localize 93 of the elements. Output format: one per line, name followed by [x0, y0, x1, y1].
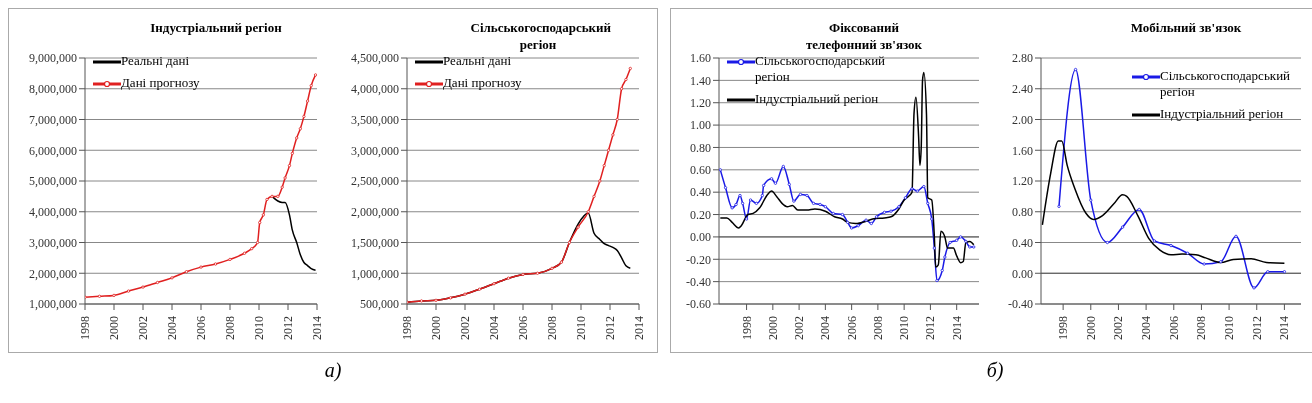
y-tick-label: 0.40 — [690, 185, 711, 200]
y-tick-label: 2,000,000 — [29, 266, 77, 281]
y-tick-label: 1,500,000 — [351, 235, 399, 250]
line-series — [719, 71, 975, 268]
y-tick-label: 0.00 — [1012, 266, 1033, 281]
x-tick-label: 2004 — [487, 316, 501, 340]
y-tick-label: 0.40 — [1012, 235, 1033, 250]
legend-label: Індустріальний регіон — [755, 91, 879, 107]
legend-label: Реальні дані — [443, 53, 512, 69]
x-tick-label: 2004 — [1139, 316, 1154, 340]
x-tick-label: 2006 — [1166, 316, 1181, 340]
y-tick-label: -0.20 — [686, 252, 711, 267]
y-tick-label: 1.60 — [690, 51, 711, 66]
x-tick-label: 2012 — [603, 316, 617, 340]
x-tick-label: 2000 — [107, 316, 121, 340]
y-tick-label: 0.60 — [690, 163, 711, 178]
y-tick-label: 3,500,000 — [351, 112, 399, 127]
y-tick-label: 2.40 — [1012, 82, 1033, 97]
y-tick-label: 2,000,000 — [351, 205, 399, 220]
x-tick-label: 2012 — [923, 316, 938, 340]
x-tick-label: 2014 — [1277, 316, 1292, 340]
x-tick-label: 2014 — [949, 316, 964, 340]
y-tick-label: 1.20 — [690, 95, 711, 110]
y-tick-label: -0.40 — [1008, 297, 1033, 312]
y-tick-label: 6,000,000 — [29, 143, 77, 158]
x-tick-label: 2000 — [1083, 316, 1098, 340]
x-tick-label: 2010 — [897, 316, 912, 340]
x-tick-label: 2006 — [844, 316, 859, 340]
y-tick-label: 0.80 — [690, 140, 711, 155]
x-tick-label: 2008 — [223, 316, 237, 340]
y-tick-label: 0.20 — [690, 207, 711, 222]
y-tick-label: 7,000,000 — [29, 112, 77, 127]
x-tick-label: 2010 — [574, 316, 588, 340]
y-tick-label: 5,000,000 — [29, 174, 77, 189]
y-tick-label: 0.00 — [690, 230, 711, 245]
text: б) — [986, 359, 1004, 382]
x-tick-label: 2000 — [429, 316, 443, 340]
line-series — [1041, 140, 1286, 265]
x-tick-label: 2006 — [516, 316, 530, 340]
x-tick-label: 2008 — [870, 316, 885, 340]
y-tick-label: 2.80 — [1012, 51, 1033, 66]
y-tick-label: 3,000,000 — [351, 143, 399, 158]
y-tick-label: 3,000,000 — [29, 235, 77, 250]
y-tick-label: 2.00 — [1012, 112, 1033, 127]
x-tick-label: 2002 — [458, 316, 472, 340]
x-tick-label: 2002 — [792, 316, 807, 340]
x-tick-label: 2004 — [818, 316, 833, 340]
y-tick-label: 2,500,000 — [351, 174, 399, 189]
y-tick-label: -0.60 — [686, 297, 711, 312]
legend-label: Сільськогосподарський регіон — [755, 53, 887, 85]
y-tick-label: 1.60 — [1012, 143, 1033, 158]
x-tick-label: 1998 — [400, 316, 414, 340]
x-tick-label: 2010 — [1222, 316, 1237, 340]
x-tick-label: 2002 — [1111, 316, 1126, 340]
y-tick-label: 1.00 — [690, 118, 711, 133]
y-tick-label: 1,000,000 — [29, 297, 77, 312]
x-tick-label: 1998 — [78, 316, 92, 340]
legend-label: Індустріальний регіон — [1160, 106, 1284, 122]
y-tick-label: 0.80 — [1012, 205, 1033, 220]
chart-title: Фіксований телефонний зв'язок — [790, 19, 938, 53]
x-tick-label: 2008 — [545, 316, 559, 340]
chart-title: Індустріальний регіон — [144, 19, 288, 36]
y-tick-label: 4,000,000 — [29, 205, 77, 220]
line-series — [271, 195, 317, 271]
x-tick-label: 2006 — [194, 316, 208, 340]
x-tick-label: 2002 — [136, 316, 150, 340]
y-tick-label: 500,000 — [360, 297, 399, 312]
text: а) — [324, 359, 342, 382]
y-tick-label: 1,000,000 — [351, 266, 399, 281]
chart-title: Сільськогосподарський регіон — [464, 19, 612, 53]
y-tick-label: 8,000,000 — [29, 82, 77, 97]
x-tick-label: 2012 — [281, 316, 295, 340]
x-tick-label: 1998 — [739, 316, 754, 340]
y-tick-label: 9,000,000 — [29, 51, 77, 66]
chart-title: Мобільний зв'язок — [1124, 19, 1248, 36]
line-series — [85, 73, 317, 299]
legend-label: Дані прогнозу — [121, 75, 200, 91]
x-tick-label: 2008 — [1194, 316, 1209, 340]
x-tick-label: 1998 — [1056, 316, 1071, 340]
x-tick-label: 2004 — [165, 316, 179, 340]
x-tick-label: 2000 — [765, 316, 780, 340]
legend-label: Сільськогосподарський регіон — [1160, 68, 1292, 100]
x-tick-label: 2012 — [1249, 316, 1264, 340]
y-tick-label: 1.40 — [690, 73, 711, 88]
y-tick-label: -0.40 — [686, 274, 711, 289]
legend-label: Дані прогнозу — [443, 75, 522, 91]
x-tick-label: 2014 — [310, 316, 324, 340]
x-tick-label: 2010 — [252, 316, 266, 340]
y-tick-label: 1.20 — [1012, 174, 1033, 189]
y-tick-label: 4,500,000 — [351, 51, 399, 66]
legend-label: Реальні дані — [121, 53, 190, 69]
x-tick-label: 2014 — [632, 316, 646, 340]
y-tick-label: 4,000,000 — [351, 82, 399, 97]
